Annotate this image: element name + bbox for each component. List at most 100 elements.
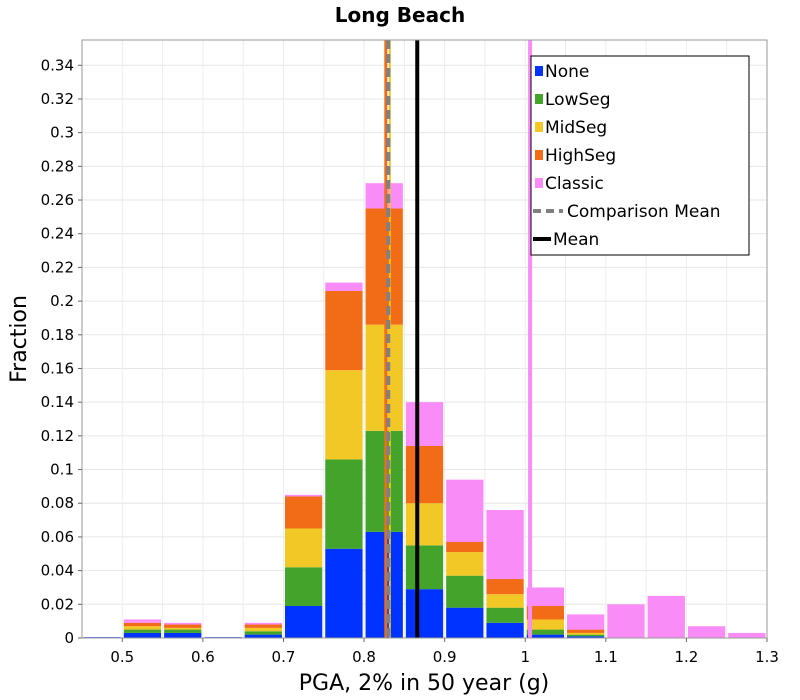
bar-none xyxy=(325,548,363,638)
x-tick-label: 1 xyxy=(520,648,530,666)
bar-highseg xyxy=(405,445,444,504)
bar-midseg xyxy=(284,528,323,568)
bar-midseg xyxy=(526,619,565,630)
y-axis-label: Fraction xyxy=(7,295,32,383)
bar-lowseg xyxy=(123,629,162,633)
bar-classic xyxy=(728,632,766,638)
bar-lowseg xyxy=(526,629,565,635)
bar-midseg xyxy=(244,627,282,632)
legend-label: Mean xyxy=(553,230,599,250)
y-tick-label: 0.1 xyxy=(50,461,74,479)
bar-none xyxy=(284,605,323,638)
bar-none xyxy=(486,622,524,638)
bar-classic xyxy=(405,402,444,446)
bar-highseg xyxy=(123,622,162,627)
bar-lowseg xyxy=(365,430,403,532)
bar-none xyxy=(244,634,282,638)
bar-lowseg xyxy=(405,545,444,590)
y-axis-ticks: 0 0.02 0.04 0.06 0.08 0.1 0.12 0.14 0.16 0.18 0.2 0… xyxy=(41,56,82,647)
y-tick-label: 0.08 xyxy=(41,494,74,512)
y-tick-label: 0.28 xyxy=(41,157,74,175)
x-tick-label: 1.3 xyxy=(755,648,779,666)
legend-label: MidSeg xyxy=(545,118,607,138)
legend-swatch xyxy=(535,94,543,104)
legend-label: Comparison Mean xyxy=(567,202,721,222)
y-tick-label: 0.14 xyxy=(41,393,74,411)
bar-classic xyxy=(284,494,323,497)
bar-highseg xyxy=(526,605,565,620)
bar-midseg xyxy=(486,594,524,608)
bar-classic xyxy=(486,509,524,580)
bar-none xyxy=(123,632,162,638)
y-tick-label: 0 xyxy=(64,629,74,647)
y-tick-label: 0.24 xyxy=(41,225,74,243)
bar-midseg xyxy=(446,552,484,576)
bar-midseg xyxy=(164,627,202,630)
bar-none xyxy=(446,607,484,638)
y-tick-label: 0.04 xyxy=(41,562,74,580)
bar-classic xyxy=(526,587,565,606)
bar-highseg xyxy=(486,579,524,595)
bar-lowseg xyxy=(446,575,484,608)
bar-lowseg xyxy=(486,607,524,623)
bar-lowseg xyxy=(284,567,323,606)
bar-classic xyxy=(164,622,202,625)
x-axis-ticks: 0.5 0.6 0.7 0.8 0.9 1 1.1 1.2 1.3 xyxy=(110,638,779,666)
histogram-bars xyxy=(83,183,766,638)
plot-border xyxy=(81,39,768,639)
x-tick-label: 0.5 xyxy=(110,648,134,666)
bar-midseg xyxy=(325,370,363,460)
y-tick-label: 0.18 xyxy=(41,326,74,344)
bar-midseg xyxy=(567,632,605,635)
x-tick-label: 1.2 xyxy=(674,648,698,666)
bar-highseg xyxy=(325,290,363,371)
bar-classic xyxy=(244,622,282,625)
y-tick-label: 0.3 xyxy=(50,124,74,142)
bar-classic xyxy=(607,604,645,638)
y-tick-label: 0.2 xyxy=(50,292,74,310)
bar-highseg xyxy=(446,541,484,553)
bar-highseg xyxy=(164,624,202,628)
legend-swatch xyxy=(535,150,543,160)
bar-none xyxy=(526,634,565,638)
x-tick-label: 0.9 xyxy=(433,648,457,666)
bar-classic xyxy=(567,614,605,630)
bar-lowseg xyxy=(325,459,363,549)
bar-highseg xyxy=(244,624,282,628)
legend-label: Classic xyxy=(545,174,604,194)
mean-lines xyxy=(384,40,533,638)
legend-label: None xyxy=(545,62,589,82)
legend-swatch xyxy=(535,66,543,76)
y-tick-label: 0.12 xyxy=(41,427,74,445)
bar-lowseg xyxy=(164,629,202,633)
bar-highseg xyxy=(365,208,403,325)
bar-lowseg xyxy=(244,631,282,635)
bar-classic xyxy=(647,595,685,638)
y-tick-label: 0.16 xyxy=(41,359,74,377)
y-tick-label: 0.26 xyxy=(41,191,74,209)
y-tick-label: 0.02 xyxy=(41,595,74,613)
x-tick-label: 0.7 xyxy=(272,648,296,666)
x-tick-label: 1.1 xyxy=(594,648,618,666)
y-tick-label: 0.34 xyxy=(41,56,74,74)
bar-midseg xyxy=(365,324,403,431)
legend-swatch xyxy=(535,178,543,188)
x-tick-label: 0.8 xyxy=(352,648,376,666)
bar-classic xyxy=(446,479,484,542)
bar-midseg xyxy=(405,503,444,546)
x-tick-label: 0.6 xyxy=(191,648,215,666)
chart-title: Long Beach xyxy=(335,3,465,27)
legend: None LowSeg MidSeg HighSeg Classic Comparison… xyxy=(530,55,750,256)
bar-midseg xyxy=(123,626,162,630)
bar-none xyxy=(567,636,605,638)
bar-classic xyxy=(687,626,726,638)
bar-none xyxy=(164,632,202,638)
bar-classic xyxy=(325,282,363,291)
bar-classic xyxy=(123,619,162,623)
y-tick-label: 0.06 xyxy=(41,528,74,546)
y-tick-label: 0.32 xyxy=(41,90,74,108)
legend-swatch xyxy=(535,122,543,132)
bar-highseg xyxy=(567,629,605,633)
bar-none xyxy=(365,531,403,638)
